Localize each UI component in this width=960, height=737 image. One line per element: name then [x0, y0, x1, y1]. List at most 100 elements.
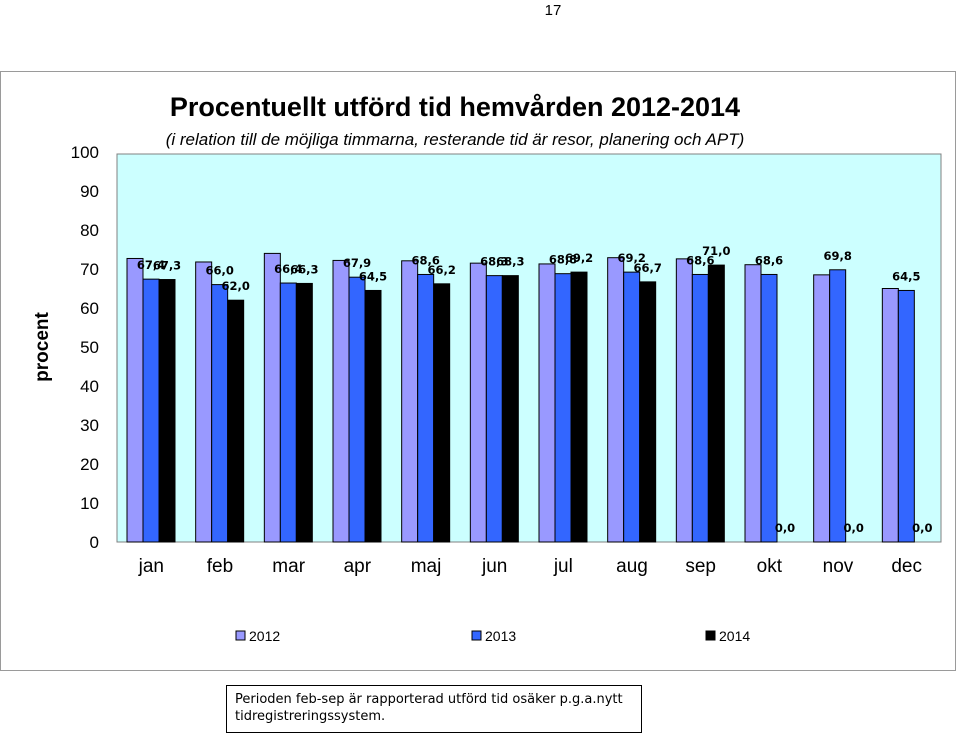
legend-swatch-2013: [471, 630, 482, 641]
bar-2012-apr: [332, 259, 350, 543]
x-tick-label: jun: [481, 556, 507, 577]
y-tick-label: 50: [80, 338, 99, 357]
bar-2014-mar: [295, 282, 313, 543]
bar-2012-okt: [744, 264, 762, 543]
legend: 2012 2013 2014: [235, 628, 750, 644]
bar-2014-aug: [639, 281, 657, 543]
x-tick-label: apr: [344, 556, 372, 577]
bar-2012-sep: [675, 258, 693, 543]
legend-label-2013: 2013: [485, 628, 516, 644]
chart-subtitle: (i relation till de möjliga timmarna, re…: [166, 130, 745, 149]
legend-label-2014: 2014: [719, 628, 750, 644]
y-tick-label: 60: [80, 299, 99, 318]
legend-swatch-2014: [705, 630, 716, 641]
data-label-2014-sep: 71,0: [702, 244, 730, 258]
data-label-2014-feb: 62,0: [221, 279, 249, 293]
x-tick-label: mar: [272, 556, 305, 577]
data-label-2014-jun: 68,3: [496, 255, 524, 269]
bar-2012-jan: [126, 257, 144, 543]
x-tick-label: aug: [616, 556, 648, 577]
data-label-2013-feb: 66,0: [205, 264, 233, 278]
chart-frame: [0, 71, 956, 671]
data-label-2013-aug: 69,2: [617, 251, 645, 265]
x-ticks: jan feb mar apr maj jun jul aug sep okt nov dec: [138, 556, 922, 577]
bar-2012-jul: [538, 263, 556, 543]
bar-2014-feb: [227, 299, 245, 543]
chart: Procentuellt utförd tid hemvården 2012-2…: [32, 92, 942, 644]
footnote-text: Perioden feb-sep är rapporterad utförd t…: [235, 692, 623, 724]
data-label-2014-apr: 64,5: [359, 269, 387, 283]
y-tick-label: 20: [80, 455, 99, 474]
bar-2013-feb: [211, 284, 229, 543]
x-tick-label: okt: [757, 556, 783, 577]
data-labels: 67,467,3 66,062,066,466,3 67,964,568,666,2…: [137, 244, 933, 535]
bar-2013-jun: [485, 275, 503, 543]
bar-2013-dec: [897, 289, 915, 543]
bar-2012-feb: [195, 261, 213, 543]
chart-title: Procentuellt utförd tid hemvården 2012-2…: [170, 92, 740, 122]
y-tick-label: 90: [80, 182, 99, 201]
data-label-2013-jun: 68,3: [480, 255, 508, 269]
bar-2012-jun: [469, 262, 487, 543]
legend-label-2012: 2012: [249, 628, 280, 644]
x-tick-label: jul: [553, 556, 573, 577]
bar-2013-jan: [142, 278, 160, 543]
bar-2014-jul: [570, 271, 588, 543]
data-label-2013-jul: 68,8: [549, 253, 577, 267]
data-label-2013-apr: 67,9: [343, 256, 371, 270]
bar-2013-apr: [348, 276, 366, 543]
y-tick-label: 10: [80, 494, 99, 513]
data-label-2014-mar: 66,3: [290, 262, 318, 276]
bar-2014-jan: [158, 279, 176, 543]
data-label-2014-okt: 0,0: [775, 521, 795, 535]
bar-2013-okt: [760, 273, 778, 543]
bars: [126, 252, 915, 543]
data-label-2014-aug: 66,7: [633, 261, 661, 275]
y-tick-label: 100: [71, 143, 99, 162]
data-label-2013-nov: 69,8: [823, 249, 851, 263]
bar-2012-mar: [263, 252, 281, 543]
x-tick-label: feb: [207, 556, 233, 577]
data-label-2013-sep: 68,6: [686, 253, 714, 267]
x-tick-label: sep: [685, 556, 716, 577]
bar-2013-jul: [554, 273, 572, 543]
bar-2012-nov: [813, 274, 831, 543]
y-tick-label: 30: [80, 416, 99, 435]
y-axis-label: procent: [32, 311, 53, 381]
y-tick-label: 80: [80, 221, 99, 240]
bar-2014-jun: [501, 275, 519, 543]
y-ticks: 0 10 20 30 40 50 60 70 80 90 100: [71, 143, 99, 552]
data-label-2014-maj: 66,2: [427, 263, 455, 277]
plot-area: [116, 153, 942, 543]
x-tick-label: jan: [138, 556, 164, 577]
page-number: 17: [544, 2, 562, 19]
data-label-2013-mar: 66,4: [274, 262, 302, 276]
data-label-2013-jan: 67,4: [137, 258, 165, 272]
bar-2013-sep: [691, 273, 709, 543]
x-tick-label: maj: [411, 556, 442, 577]
bar-2013-mar: [279, 282, 297, 543]
bar-2014-maj: [433, 283, 451, 543]
bar-2014-sep: [707, 264, 725, 543]
x-tick-label: dec: [891, 556, 922, 577]
data-label-2013-dec: 64,5: [892, 269, 920, 283]
data-label-2014-jan: 67,3: [153, 259, 181, 273]
y-tick-label: 0: [90, 533, 99, 552]
data-label-2014-dec: 0,0: [912, 521, 932, 535]
y-tick-label: 40: [80, 377, 99, 396]
bar-2013-nov: [829, 269, 847, 543]
bar-2012-aug: [607, 257, 625, 543]
data-label-2014-jul: 69,2: [565, 251, 593, 265]
bar-2013-maj: [417, 273, 435, 543]
bar-2012-maj: [401, 260, 419, 543]
legend-swatch-2012: [235, 630, 246, 641]
data-label-2014-nov: 0,0: [843, 521, 863, 535]
bar-2013-aug: [623, 271, 641, 543]
bar-2012-dec: [881, 288, 899, 543]
bar-2014-apr: [364, 289, 382, 543]
footnote-box: Perioden feb-sep är rapporterad utförd t…: [226, 685, 642, 733]
data-label-2013-okt: 68,6: [755, 253, 783, 267]
y-tick-label: 70: [80, 260, 99, 279]
x-tick-label: nov: [823, 556, 854, 577]
data-label-2013-maj: 68,6: [411, 253, 439, 267]
